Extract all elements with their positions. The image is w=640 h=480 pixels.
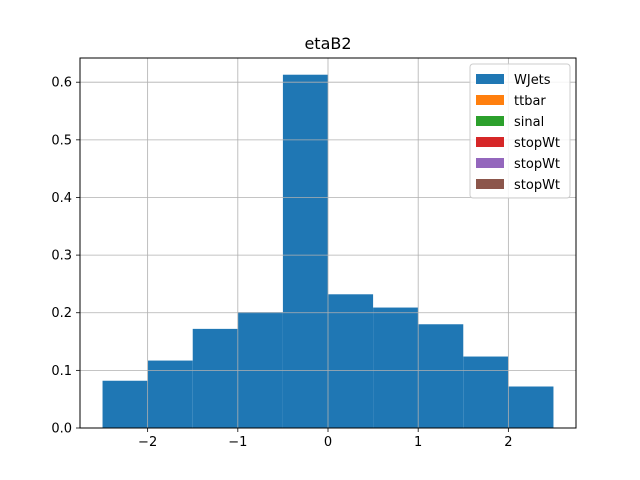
- bar-wjets-2: [192, 328, 238, 428]
- bars-layer: [80, 58, 576, 429]
- y-tick-label-3: 0.3: [51, 249, 72, 264]
- bar-wjets-8: [463, 356, 509, 428]
- x-tick-label-4: 2: [504, 435, 512, 450]
- y-tick-label-6: 0.6: [51, 76, 72, 91]
- legend-label-3: stopWt: [514, 136, 560, 151]
- y-tick-label-2: 0.2: [51, 306, 72, 321]
- y-tick-label-1: 0.1: [51, 364, 72, 379]
- legend-swatch-2: [476, 116, 504, 126]
- bar-wjets-9: [508, 386, 554, 428]
- legend-label-2: sinal: [514, 115, 544, 130]
- y-tick-label-5: 0.5: [51, 133, 72, 148]
- x-tick-label-0: −2: [138, 435, 157, 450]
- legend-swatch-5: [476, 179, 504, 189]
- x-tick-label-1: −1: [228, 435, 247, 450]
- legend-label-4: stopWt: [514, 157, 560, 172]
- bar-wjets-1: [147, 360, 193, 428]
- legend-swatch-0: [476, 74, 504, 84]
- legend-label-5: stopWt: [514, 178, 560, 193]
- bar-wjets-4: [282, 74, 328, 429]
- legend: WJets ttbar sinal stopWt stopWt stopWt: [469, 63, 571, 199]
- legend-label-1: ttbar: [514, 94, 546, 109]
- y-tick-label-0: 0.0: [51, 422, 72, 437]
- legend-swatch-3: [476, 137, 504, 147]
- chart-title: etaB2: [304, 34, 351, 53]
- legend-swatch-4: [476, 158, 504, 168]
- bar-wjets-6: [373, 307, 419, 428]
- ticks-layer: −2 −1 0 1 2 0.0 0.1 0.2 0.3 0.4 0.5 0.6: [51, 76, 512, 450]
- legend-label-0: WJets: [514, 73, 551, 88]
- bar-wjets-7: [418, 324, 464, 428]
- x-tick-label-2: 0: [324, 435, 332, 450]
- bar-wjets-0: [102, 380, 148, 428]
- legend-swatch-1: [476, 95, 504, 105]
- y-tick-label-4: 0.4: [51, 191, 72, 206]
- x-tick-label-3: 1: [414, 435, 422, 450]
- bar-wjets-5: [328, 294, 374, 428]
